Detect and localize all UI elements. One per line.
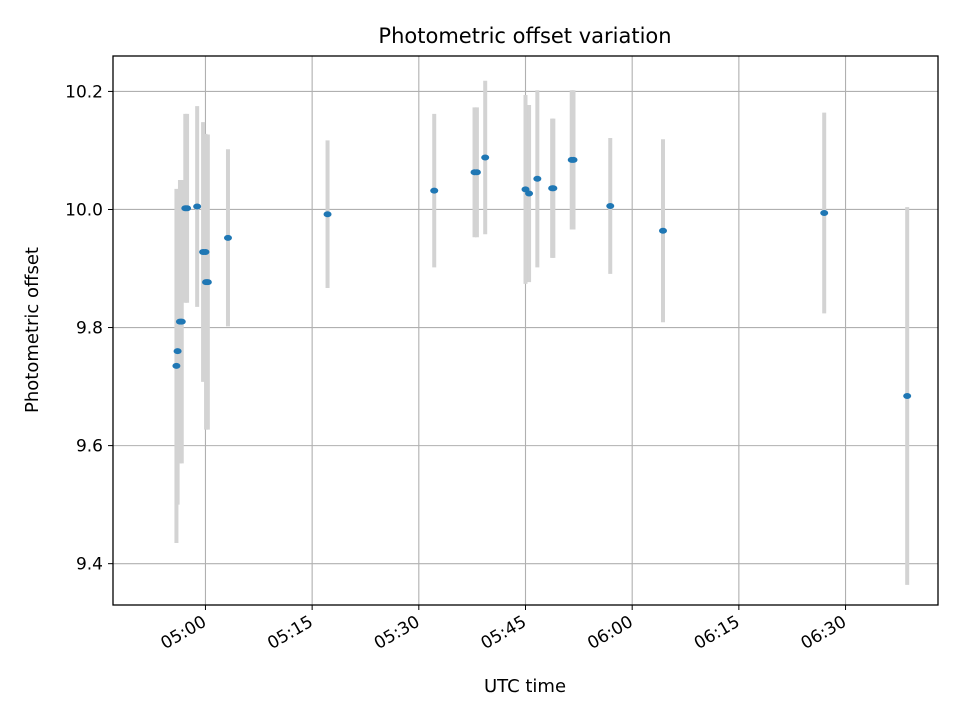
data-point xyxy=(183,205,192,212)
x-tick-label: 05:45 xyxy=(478,612,530,654)
y-tick-label: 9.4 xyxy=(76,555,103,575)
y-tick-label: 10.0 xyxy=(65,200,103,220)
y-tick-label: 9.6 xyxy=(76,437,103,457)
y-axis-label: Photometric offset xyxy=(22,247,43,413)
data-point xyxy=(472,169,481,176)
data-point xyxy=(193,203,202,210)
y-tick-label: 9.8 xyxy=(76,319,103,339)
x-tick-label: 05:15 xyxy=(264,612,316,654)
data-point xyxy=(177,318,186,325)
data-point xyxy=(903,393,912,400)
data-point xyxy=(173,348,182,355)
y-tick-label: 10.2 xyxy=(65,82,103,102)
data-point xyxy=(201,248,210,255)
data-point xyxy=(430,187,439,194)
x-tick-label: 05:30 xyxy=(371,612,423,654)
data-point xyxy=(481,154,490,161)
data-point xyxy=(203,279,212,286)
data-point xyxy=(659,227,667,234)
data-point xyxy=(549,185,558,192)
chart-title: Photometric offset variation xyxy=(378,24,671,48)
x-axis: 05:00 05:15 05:30 05:45 06:00 06:15 06:30 xyxy=(158,605,850,654)
x-axis-label: UTC time xyxy=(484,676,566,697)
data-point xyxy=(606,202,615,209)
data-point xyxy=(569,156,578,163)
data-point xyxy=(820,210,829,217)
data-point xyxy=(525,190,534,197)
x-tick-label: 05:00 xyxy=(158,612,210,654)
data-point xyxy=(533,175,542,182)
data-point xyxy=(323,211,332,218)
y-axis: 9.4 9.6 9.8 10.0 10.2 xyxy=(65,82,113,575)
data-point xyxy=(172,362,181,369)
x-tick-label: 06:30 xyxy=(798,612,850,654)
grid xyxy=(113,56,938,605)
x-tick-label: 06:00 xyxy=(584,612,636,654)
data-point xyxy=(223,234,232,241)
x-tick-label: 06:15 xyxy=(691,612,743,654)
data-points xyxy=(172,154,912,400)
error-bars xyxy=(174,80,910,585)
